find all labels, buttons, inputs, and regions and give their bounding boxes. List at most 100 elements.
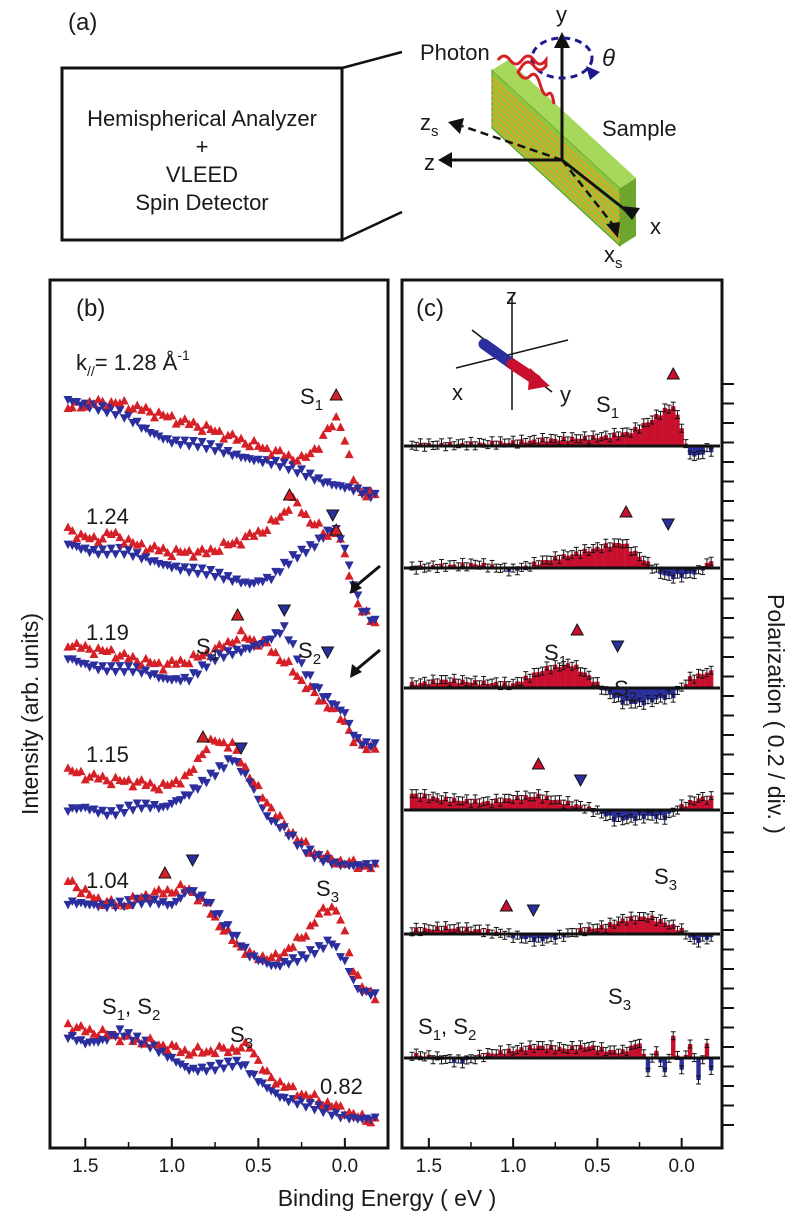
sample-stripe: [491, 116, 621, 236]
polarization-bar: [531, 672, 537, 688]
polarization-bar: [696, 798, 701, 810]
polarization-bar: [637, 429, 642, 446]
data-point-spin-down: [145, 899, 155, 909]
data-point-spin-down: [288, 551, 298, 560]
data-point-spin-down: [219, 575, 229, 585]
data-point-spin-down: [197, 1063, 207, 1073]
data-point-spin-up: [184, 767, 194, 776]
data-point-spin-up: [271, 1078, 281, 1088]
polarization-bar: [616, 921, 621, 934]
polarization-bar: [557, 1046, 562, 1058]
data-point-spin-up: [301, 1090, 311, 1099]
data-point-spin-down: [206, 1061, 216, 1071]
polarization-bar: [679, 428, 684, 446]
data-point-spin-down: [98, 402, 108, 411]
data-point-spin-down: [89, 805, 99, 814]
data-point-spin-down: [279, 823, 289, 832]
data-point-spin-down: [206, 769, 216, 779]
polarization-bar: [616, 435, 621, 446]
data-point-spin-up: [188, 552, 198, 561]
data-point-spin-up: [227, 1043, 237, 1052]
data-point-spin-down: [232, 645, 242, 655]
spectrum-k-1.15: [63, 734, 380, 873]
polarization-bar: [599, 436, 604, 446]
peak-marker-up: [666, 366, 681, 380]
peak-marker-up: [499, 898, 514, 912]
polarization-bar: [616, 688, 621, 698]
data-point-spin-up: [288, 667, 298, 676]
polarization-bar: [704, 800, 710, 810]
data-point-spin-up: [275, 1076, 285, 1086]
data-point-spin-down: [93, 406, 103, 416]
data-point-spin-up: [288, 1081, 298, 1091]
data-point-spin-up: [98, 1024, 108, 1034]
data-point-spin-down: [361, 860, 371, 869]
data-point-spin-down: [232, 575, 242, 584]
polarization-bar: [662, 922, 668, 934]
polarization-bar: [523, 795, 528, 810]
data-point-spin-up: [93, 892, 103, 902]
data-point-spin-up: [219, 434, 229, 443]
polarization-bar: [527, 796, 533, 810]
data-point-spin-up: [76, 643, 86, 652]
data-point-spin-down: [201, 444, 211, 454]
data-point-spin-up: [175, 1047, 185, 1057]
peak-marker-up: [196, 729, 210, 743]
polarization-bar: [561, 436, 566, 446]
data-point-spin-down: [145, 804, 155, 813]
polarization-bar: [704, 672, 710, 688]
panel-c: (c) z x y 1.5 1.0 0.5 0.0 Polarization ( 0.…: [400, 278, 787, 1177]
polarization-bar: [451, 678, 457, 688]
polarization-bar: [612, 688, 617, 699]
x-tick-label: 0.0: [332, 1156, 358, 1177]
data-point-spin-down: [370, 1113, 380, 1123]
polarization-bar: [531, 796, 537, 810]
data-point-spin-up: [106, 644, 116, 654]
peak-marker-down: [277, 604, 292, 618]
data-point-spin-up: [292, 497, 302, 507]
spectrum-k-1.28: [63, 394, 380, 503]
data-point-spin-down: [262, 1084, 272, 1093]
data-point-spin-down: [266, 460, 276, 470]
data-point-spin-down: [193, 569, 203, 579]
data-point-spin-up: [236, 757, 246, 767]
polarization-bar: [633, 919, 638, 934]
data-point-spin-down: [206, 566, 216, 575]
polarization-bar: [645, 422, 651, 446]
data-point-spin-down: [301, 954, 311, 963]
data-point-spin-down: [210, 447, 220, 456]
polarization-bar: [645, 688, 651, 700]
data-point-spin-down: [167, 900, 177, 910]
data-point-spin-up: [223, 743, 233, 752]
polarization-bar: [641, 916, 646, 934]
data-point-spin-up: [349, 967, 359, 976]
polarization-bar: [654, 688, 659, 700]
polarization-bar: [506, 798, 512, 810]
polarization-bar: [662, 810, 668, 821]
data-point-spin-down: [128, 806, 138, 815]
data-point-spin-down: [314, 684, 324, 693]
data-point-spin-down: [111, 1032, 121, 1042]
polarization-bar: [582, 1047, 587, 1058]
data-point-spin-down: [301, 472, 311, 482]
data-point-spin-up: [132, 656, 142, 666]
polarization-bar: [641, 422, 646, 446]
data-point-spin-up: [119, 396, 129, 405]
data-point-spin-down: [305, 946, 315, 955]
data-point-spin-up: [150, 540, 160, 550]
polarization-bar: [624, 431, 630, 446]
data-point-spin-up: [85, 889, 95, 899]
data-point-spin-up: [141, 546, 151, 556]
peak-label-c-s1s2-082: S1, S2: [418, 1014, 476, 1044]
data-point-spin-up: [137, 775, 147, 784]
polarization-bar: [451, 797, 457, 810]
data-point-spin-down: [370, 859, 380, 869]
spectrum-k-1.04: [63, 876, 380, 1004]
polarization-bar: [435, 797, 440, 810]
data-point-spin-down: [297, 951, 307, 960]
data-point-spin-down: [361, 486, 371, 496]
data-point-spin-up: [331, 411, 341, 421]
data-point-spin-up: [193, 547, 203, 556]
polarization-bar: [473, 798, 478, 810]
peak-label-b-s1s2-082: S1, S2: [102, 994, 160, 1024]
